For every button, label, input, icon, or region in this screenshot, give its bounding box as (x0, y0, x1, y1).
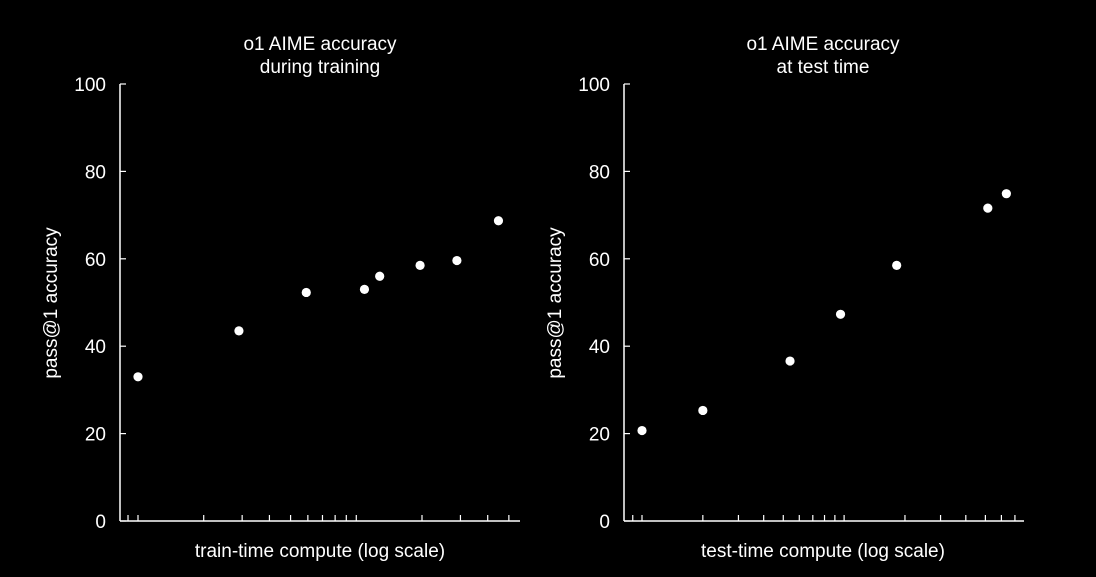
data-point (785, 356, 795, 366)
y-tick-label: 100 (74, 75, 106, 96)
chart-title: o1 AIME accuracy (746, 34, 900, 55)
y-tick-label: 0 (599, 512, 610, 533)
y-tick-label: 40 (85, 337, 106, 358)
data-point (698, 405, 708, 416)
y-tick-label: 20 (589, 425, 610, 446)
data-point (983, 203, 993, 213)
y-tick-label: 60 (85, 250, 106, 271)
data-point (892, 260, 902, 270)
y-tick-label: 20 (85, 425, 106, 446)
data-point (375, 271, 385, 281)
data-point (493, 216, 504, 226)
data-point (637, 425, 647, 436)
y-tick-label: 0 (95, 512, 106, 533)
chart-subtitle: at test time (777, 57, 870, 78)
y-axis-label: pass@1 accuracy (41, 227, 62, 379)
data-point (1001, 189, 1011, 199)
y-tick-label: 100 (578, 75, 610, 96)
data-point (415, 260, 425, 270)
data-point (452, 255, 462, 266)
chart-test-time: o1 AIME accuracy at test time pass@1 acc… (545, 34, 1024, 562)
data-point (359, 284, 370, 294)
data-point (301, 287, 311, 298)
y-tick-label: 80 (85, 162, 106, 183)
chart-training: o1 AIME accuracy during training pass@1 … (41, 34, 520, 562)
data-point (835, 309, 846, 319)
y-tick-label: 80 (589, 162, 610, 183)
chart-subtitle: during training (260, 57, 380, 78)
y-tick-label: 40 (589, 337, 610, 358)
y-tick-label: 60 (589, 250, 610, 271)
data-point (133, 372, 143, 382)
chart-title: o1 AIME accuracy (243, 34, 397, 55)
data-point (234, 326, 244, 336)
y-axis-label: pass@1 accuracy (545, 227, 566, 379)
x-axis-label: train-time compute (log scale) (195, 541, 445, 562)
x-axis-label: test-time compute (log scale) (701, 541, 945, 562)
